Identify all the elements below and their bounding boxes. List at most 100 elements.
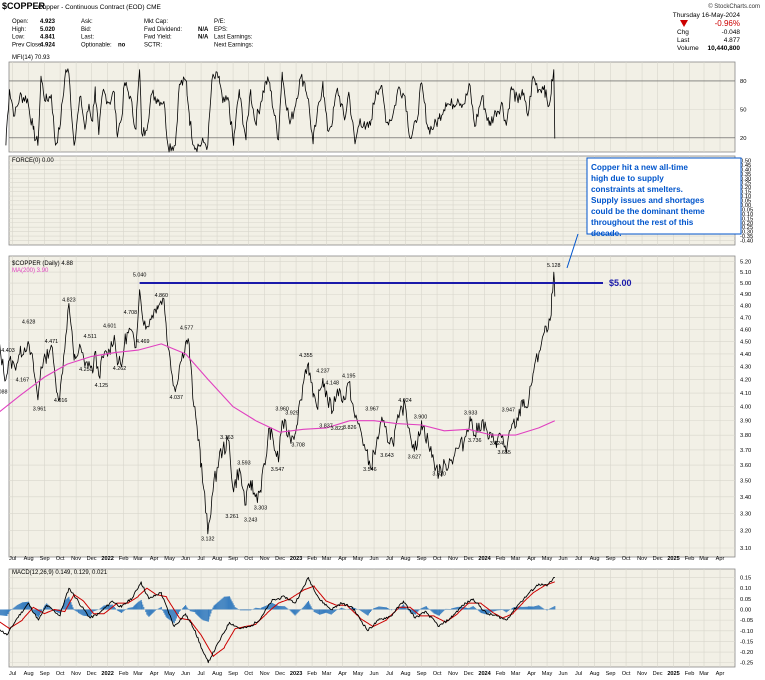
- price-point-label: 3.960: [275, 406, 289, 412]
- x-tick-label: Feb: [685, 671, 695, 677]
- x-tick-label: Sep: [228, 556, 238, 562]
- x-tick-label: Dec: [653, 671, 663, 677]
- annotation-pointer: [566, 233, 579, 269]
- x-tick-label: 2023: [290, 556, 302, 562]
- x-tick-label: Nov: [71, 556, 81, 562]
- price-point-label: 4.469: [136, 339, 150, 345]
- x-tick-label: 2022: [101, 556, 113, 562]
- annotation-text: Copper hit a new all-time: [591, 163, 688, 172]
- y-tick-label: -0.40: [740, 239, 753, 245]
- x-tick-label: Nov: [71, 671, 81, 677]
- quote3-value: N/A: [198, 35, 209, 41]
- price-point-label: 4.628: [22, 320, 36, 326]
- x-tick-label: Mar: [322, 671, 332, 677]
- x-tick-label: Jul: [198, 671, 205, 677]
- y-tick-label: 4.60: [740, 327, 751, 333]
- quote-date: Thursday 16-May-2024: [673, 12, 741, 19]
- x-tick-label: Jun: [559, 556, 568, 562]
- x-tick-label: Nov: [637, 556, 647, 562]
- x-tick-label: Feb: [307, 556, 317, 562]
- x-tick-label: Jul: [198, 556, 205, 562]
- annotation-text: Supply issues and shortages: [591, 196, 705, 205]
- summary-label: Chg: [677, 29, 689, 36]
- x-tick-label: Dec: [275, 556, 285, 562]
- quote2-value: no: [118, 42, 126, 48]
- force-label: FORCE(0) 0.00: [12, 158, 54, 164]
- x-tick-label: Mar: [133, 671, 143, 677]
- x-tick-label: Feb: [685, 556, 695, 562]
- x-tick-label: Dec: [653, 556, 663, 562]
- x-tick-label: 2024: [478, 671, 491, 677]
- annotation-text: constraints at smelters.: [591, 185, 683, 194]
- price-point-label: 5.128: [547, 263, 561, 269]
- quote3-label: Fwd Yield:: [144, 35, 172, 41]
- change-percent: -0.96%: [715, 19, 740, 28]
- x-tick-label: May: [353, 556, 364, 562]
- y-tick-label: 50: [740, 107, 746, 113]
- x-tick-label: Oct: [56, 671, 65, 677]
- x-tick-label: May: [164, 671, 175, 677]
- x-tick-label: Apr: [527, 671, 536, 677]
- price-point-label: 4.125: [95, 383, 109, 389]
- price-point-label: 3.724: [490, 441, 504, 447]
- y-tick-label: 0.15: [740, 576, 751, 582]
- price-label: $COPPER (Daily) 4.88: [12, 261, 74, 267]
- quote-value: 4.924: [40, 42, 56, 48]
- x-tick-label: Apr: [338, 671, 347, 677]
- price-point-label: 3.947: [502, 408, 516, 414]
- price-point-label: 3.520: [432, 472, 446, 478]
- price-point-label: 4.016: [54, 398, 68, 404]
- x-tick-label: 2022: [101, 671, 113, 677]
- summary-value: -0.048: [722, 29, 741, 36]
- x-tick-label: Aug: [401, 671, 411, 677]
- x-tick-label: Sep: [40, 671, 50, 677]
- x-tick-label: Sep: [606, 671, 616, 677]
- x-tick-label: 2025: [667, 671, 679, 677]
- x-tick-label: Aug: [590, 671, 600, 677]
- x-tick-label: Aug: [401, 556, 411, 562]
- price-point-label: 3.736: [468, 438, 482, 444]
- quote-label: High:: [12, 27, 26, 33]
- y-tick-label: 0.40: [740, 167, 751, 173]
- price-point-label: 5.040: [133, 273, 147, 279]
- y-tick-label: 0.20: [740, 185, 751, 191]
- x-tick-label: Oct: [244, 671, 253, 677]
- y-tick-label: -0.15: [740, 639, 753, 645]
- price-point-label: 4.355: [299, 353, 313, 359]
- price-point-label: 3.837: [319, 423, 333, 429]
- x-tick-label: Oct: [244, 556, 253, 562]
- x-tick-label: Nov: [260, 556, 270, 562]
- x-tick-label: Feb: [119, 556, 129, 562]
- x-tick-label: Aug: [212, 671, 222, 677]
- x-tick-label: Apr: [338, 556, 347, 562]
- x-tick-label: Dec: [275, 671, 285, 677]
- y-tick-label: 0.00: [740, 203, 751, 209]
- summary-value: 4.877: [724, 37, 741, 44]
- price-point-label: 3.708: [291, 442, 305, 448]
- y-tick-label: 3.10: [740, 546, 751, 552]
- x-tick-label: Jul: [386, 671, 393, 677]
- x-tick-label: Nov: [448, 556, 458, 562]
- x-tick-label: Aug: [212, 556, 222, 562]
- annotation-text: high due to supply: [591, 174, 664, 183]
- x-tick-label: Jul: [575, 556, 582, 562]
- price-point-label: 4.403: [1, 348, 15, 354]
- macd-line: [0, 576, 555, 664]
- y-tick-label: 0.00: [740, 607, 751, 613]
- price-point-label: 3.826: [343, 425, 357, 431]
- price-point-label: 3.261: [225, 514, 239, 520]
- price-point-label: 4.471: [45, 339, 59, 345]
- price-point-label: 3.593: [237, 461, 251, 467]
- price-point-label: 3.763: [220, 435, 234, 441]
- x-tick-label: May: [353, 671, 364, 677]
- x-tick-label: Mar: [133, 556, 143, 562]
- price-point-label: 3.303: [254, 506, 268, 512]
- x-tick-label: Apr: [527, 556, 536, 562]
- y-tick-label: -0.05: [740, 207, 753, 213]
- x-tick-label: Aug: [590, 556, 600, 562]
- y-tick-label: 4.40: [740, 352, 751, 358]
- quote3-label: Fwd Dividend:: [144, 27, 182, 33]
- x-tick-label: Jul: [386, 556, 393, 562]
- x-tick-label: Sep: [228, 671, 238, 677]
- y-tick-label: 0.10: [740, 194, 751, 200]
